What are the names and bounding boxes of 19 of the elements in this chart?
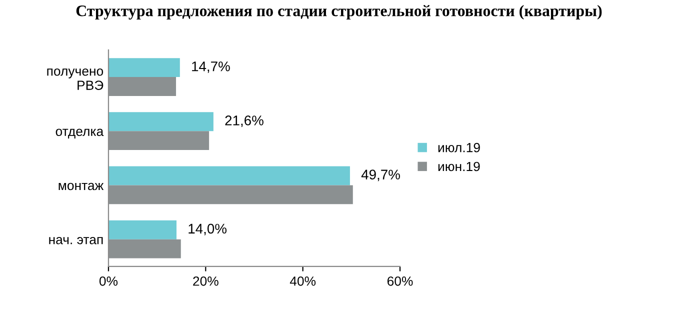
x-tick-label: 20%: [193, 276, 218, 286]
legend-label: июл.19: [438, 142, 480, 152]
y-tick-label: нач. этап: [49, 237, 103, 244]
x-tick-label: 0%: [99, 276, 118, 286]
x-tick-label: 40%: [290, 276, 316, 286]
data-label: 21,6%: [225, 116, 264, 128]
data-label: 14,0%: [188, 224, 227, 236]
data-label: 49,7%: [361, 170, 400, 182]
bar: [108, 166, 350, 186]
bar: [108, 58, 180, 78]
data-label: 14,7%: [192, 61, 230, 73]
chart-title: Структура предложения по стадии строительной готовности (квартиры): [76, 4, 602, 20]
legend-label: июн.19: [438, 162, 480, 172]
bar: [108, 112, 214, 132]
x-tick-label: 60%: [387, 276, 413, 286]
y-tick-label: получено РВЭ: [47, 68, 104, 90]
y-tick-label: монтаж: [58, 182, 104, 190]
bar: [108, 220, 177, 240]
y-tick-label: отделка: [56, 128, 104, 139]
